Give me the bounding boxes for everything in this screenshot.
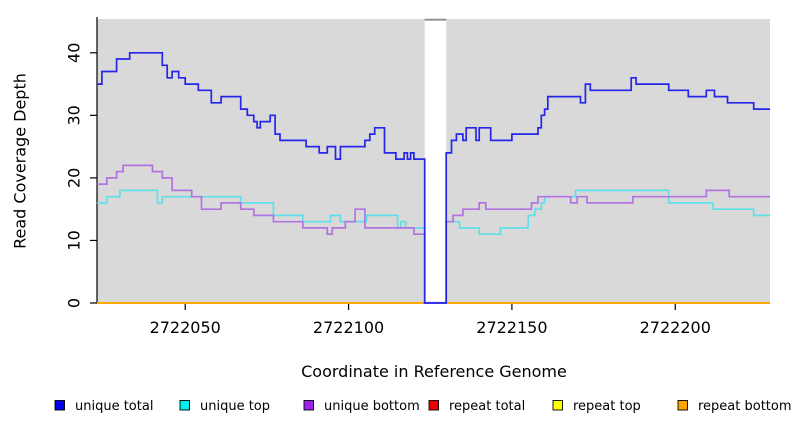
y-tick-label: 40 [65, 43, 84, 63]
y-tick-label: 0 [65, 298, 84, 308]
x-tick-label: 2722200 [640, 318, 711, 337]
x-tick-label: 2722100 [313, 318, 384, 337]
series-line-unique-total [97, 51, 770, 304]
legend-swatch-unique-bottom [303, 400, 314, 411]
legend-swatch-unique-top [179, 400, 190, 411]
y-tick-label: 30 [65, 105, 84, 125]
legend-label-unique-bottom: unique bottom [324, 399, 420, 414]
legend-label-repeat-top: repeat top [573, 399, 641, 414]
legend-label-repeat-total: repeat total [449, 399, 525, 414]
y-axis-title: Read Coverage Depth [10, 73, 30, 249]
x-tick-label: 2722150 [476, 318, 547, 337]
x-axis-title: Coordinate in Reference Genome [301, 362, 567, 381]
legend-swatch-unique-total [54, 400, 65, 411]
legend-label-unique-total: unique total [75, 399, 153, 414]
masked-region [424, 20, 447, 302]
legend-swatch-repeat-total [428, 400, 439, 411]
y-tick-label: 20 [65, 168, 84, 188]
series-line-unique-bottom [97, 164, 770, 304]
legend-label-repeat-bottom: repeat bottom [698, 399, 792, 414]
legend-label-unique-top: unique top [200, 399, 270, 414]
x-tick-label: 2722050 [150, 318, 221, 337]
y-tick-label: 10 [65, 230, 84, 250]
legend-swatch-repeat-bottom [677, 400, 688, 411]
legend-swatch-repeat-top [552, 400, 563, 411]
